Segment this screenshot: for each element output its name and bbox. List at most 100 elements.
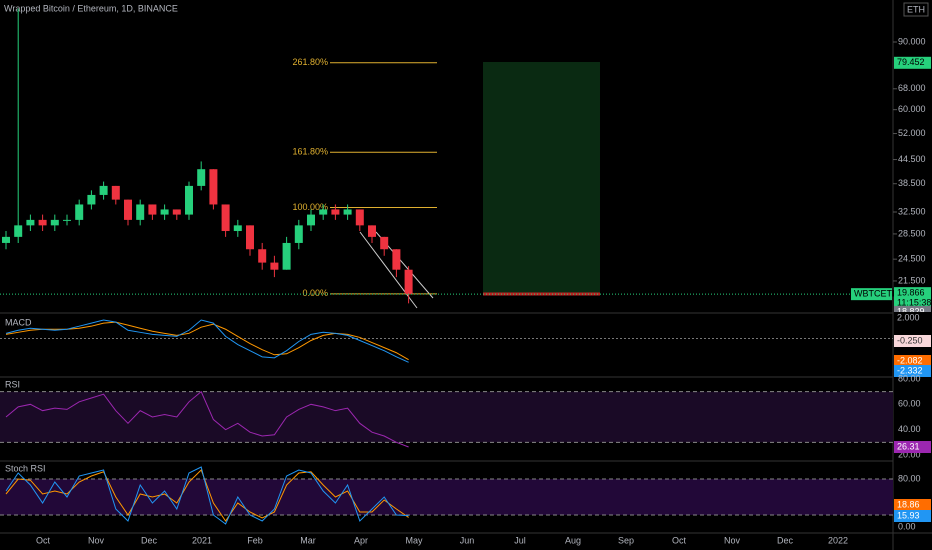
price-tag <box>894 499 931 511</box>
candle-body <box>14 225 23 237</box>
price-tag-label: 18.829 <box>897 306 925 316</box>
candle-body <box>172 209 181 215</box>
price-tag-label: 26.31 <box>897 441 920 451</box>
stoch-k-line <box>5 466 409 525</box>
price-tag-label: 15.93 <box>897 510 920 520</box>
price-tick-label: 28.500 <box>898 228 926 238</box>
candle-body <box>87 194 96 205</box>
fib-label: 0.00% <box>302 288 328 298</box>
rsi-tick-label: 60.00 <box>898 399 921 409</box>
candle-body <box>50 219 59 226</box>
price-tick-label: 44.500 <box>898 154 926 164</box>
target-zone <box>483 62 600 293</box>
price-tag-label: -2.082 <box>897 355 923 365</box>
candle-body <box>343 209 352 215</box>
currency: ETH <box>907 4 925 14</box>
price-tick-label: 21.500 <box>898 275 926 285</box>
time-label: Mar <box>300 535 316 545</box>
time-label: Oct <box>36 535 51 545</box>
candle-body <box>124 199 132 220</box>
time-label: Aug <box>565 535 581 545</box>
price-tag <box>894 441 931 454</box>
price-tag <box>894 510 931 522</box>
price-tick-label: 38.500 <box>898 178 926 188</box>
price-tag-label: 18.86 <box>897 499 920 509</box>
candle-body <box>197 169 206 186</box>
price-tick-label: 32.500 <box>898 206 926 216</box>
candle-body <box>233 225 242 232</box>
price-tag <box>894 335 931 347</box>
currency-box <box>903 2 929 17</box>
time-label: Feb <box>247 535 263 545</box>
price-tick-label: 90.000 <box>898 36 926 46</box>
candle-body <box>63 219 71 221</box>
price-tick-label: 52.000 <box>898 128 926 138</box>
price-tick-label: 24.500 <box>898 254 926 264</box>
pane-title: Stoch RSI <box>5 463 46 473</box>
stoch-band <box>0 479 893 515</box>
time-label: Nov <box>724 535 741 545</box>
candle-body <box>294 225 303 243</box>
price-tick-label: 68.000 <box>898 83 926 93</box>
signal-line <box>5 321 409 361</box>
stoch-tick-label: 80.00 <box>898 473 921 483</box>
candle-body <box>38 219 47 226</box>
price-tag-label: -2.332 <box>897 365 923 375</box>
candle-body <box>404 269 413 295</box>
pane-title: RSI <box>5 379 20 389</box>
candle-body <box>355 209 364 226</box>
candle-body <box>2 236 10 243</box>
rsi-tick-label: 40.00 <box>898 424 921 434</box>
symbol-tag-label: WBTCETH <box>854 289 899 299</box>
candle-body <box>136 204 145 220</box>
time-label: 2022 <box>828 535 848 545</box>
countdown: 11:15:38 <box>897 298 931 308</box>
candle-body <box>368 225 376 237</box>
time-label: Apr <box>354 535 368 545</box>
fib-label: 161.80% <box>292 147 328 157</box>
price-tag <box>894 365 931 377</box>
rsi-line <box>5 390 409 448</box>
candle-body <box>270 262 279 270</box>
candle-body <box>282 242 291 270</box>
candle-body <box>258 249 267 263</box>
candle-body <box>75 204 84 220</box>
candle-body <box>246 225 254 250</box>
candle-body <box>209 169 218 205</box>
time-label: Sep <box>618 535 634 545</box>
time-label: Oct <box>672 535 687 545</box>
stoch-tick-label: 0.00 <box>898 521 916 531</box>
time-label: 2021 <box>192 535 212 545</box>
price-tag-label: 2.000 <box>897 312 920 322</box>
macd-line <box>5 319 409 363</box>
pane-title: MACD <box>5 317 32 327</box>
price-tag <box>894 312 931 324</box>
candle-body <box>392 249 401 270</box>
time-label: Dec <box>141 535 158 545</box>
symbol-title: Wrapped Bitcoin / Ethereum, 1D, BINANCE <box>4 3 178 13</box>
fib-label: 261.80% <box>292 57 328 67</box>
fib-label: 100.00% <box>292 202 328 212</box>
price-tag <box>894 355 931 367</box>
candle-body <box>99 185 108 195</box>
time-label: May <box>405 535 423 545</box>
candle-body <box>148 204 157 215</box>
candle-body <box>185 185 193 215</box>
price-tag <box>894 56 931 69</box>
time-label: Dec <box>777 535 794 545</box>
candle-body <box>160 209 169 215</box>
time-label: Jul <box>514 535 526 545</box>
candle-body <box>307 214 315 226</box>
rsi-tick-label: 80.00 <box>898 373 921 383</box>
price-tag-label: 79.452 <box>897 57 925 67</box>
rsi-tick-label: 20.00 <box>898 449 921 459</box>
candle-body <box>111 185 120 200</box>
last-price-tag <box>894 287 931 310</box>
candle-body <box>331 209 340 215</box>
symbol-tag <box>851 288 892 301</box>
price-tick-label: 60.000 <box>898 104 926 114</box>
candle-body <box>319 209 328 215</box>
time-label: Nov <box>88 535 105 545</box>
time-label: Jun <box>460 535 475 545</box>
